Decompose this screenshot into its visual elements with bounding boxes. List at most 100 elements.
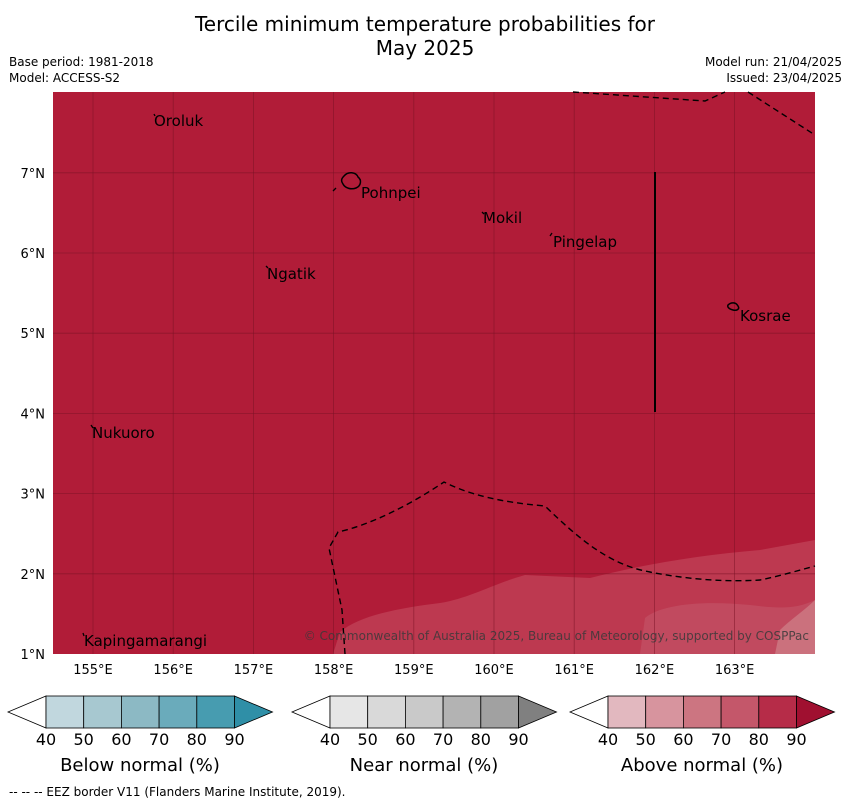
pingelap-mark: [549, 232, 553, 237]
colorbar-tick-label: 80: [748, 730, 769, 749]
latitude-label: 4°N: [21, 407, 46, 422]
colorbar-extend-high: [518, 695, 558, 729]
longitude-label: 160°E: [474, 663, 514, 678]
colorbar-segment: [442, 695, 482, 729]
latitude-label: 1°N: [21, 648, 46, 663]
issued-date: Issued: 23/04/2025: [726, 71, 842, 85]
model-name: Model: ACCESS-S2: [9, 71, 121, 85]
ngatik-mark: [265, 265, 269, 269]
colorbar-segment: [607, 695, 647, 729]
pohnpei-island-outline: [340, 172, 362, 190]
longitude-label: 157°E: [234, 663, 274, 678]
place-label-pohnpei: Pohnpei: [361, 184, 421, 202]
place-label-oroluk: Oroluk: [154, 112, 203, 130]
colorbar-label-below: Below normal (%): [60, 755, 220, 776]
colorbar-segment: [720, 695, 760, 729]
title-line-2: May 2025: [375, 36, 475, 60]
probability-zone-70: [640, 600, 815, 654]
colorbar-segment: [758, 695, 797, 729]
colorbar-tick-label: 50: [357, 730, 378, 749]
colorbar-tick-label: 40: [319, 730, 341, 749]
kapingamarangi-mark: [82, 632, 85, 637]
colorbar-segment: [83, 695, 122, 729]
colorbar-segment: [404, 695, 444, 729]
place-label-mokil: Mokil: [483, 209, 522, 227]
colorbar-extend-low: [6, 695, 47, 729]
graticule: [53, 92, 815, 654]
colorbar-extend-high: [234, 695, 274, 729]
title-line-1: Tercile minimum temperature probabilitie…: [194, 12, 656, 36]
latitude-label: 5°N: [21, 327, 46, 342]
colorbar-tick-label: 50: [73, 730, 94, 749]
colorbar-segment: [367, 695, 406, 729]
place-labels: Oroluk Pohnpei Mokil Pingelap Ngatik Kos…: [84, 112, 791, 650]
colorbar-tick-label: 70: [710, 730, 732, 749]
mokil-mark: [481, 211, 485, 215]
colorbar-near: [290, 695, 558, 729]
place-label-nukuoro: Nukuoro: [92, 424, 155, 442]
latitude-label: 6°N: [21, 247, 46, 262]
colorbar-extend-low: [568, 695, 609, 729]
eez-borders: [328, 91, 816, 655]
kosrae-island-outline: [727, 302, 740, 311]
eez-border-north: [572, 91, 726, 102]
colorbar-tick-label: 80: [186, 730, 207, 749]
base-period: Base period: 1981-2018: [9, 55, 154, 69]
longitude-label: 162°E: [635, 663, 675, 678]
colorbar-segment: [45, 695, 85, 729]
colorbars: [6, 695, 836, 729]
meta-left: Base period: 1981-2018 Model: ACCESS-S2: [9, 54, 154, 86]
eez-border-northeast: [747, 91, 816, 136]
colorbar-segment: [158, 695, 198, 729]
place-label-kapingamarangi: Kapingamarangi: [84, 632, 207, 650]
colorbar-tick-label: 90: [508, 730, 529, 749]
oroluk-mark: [153, 113, 156, 117]
colorbar-extend-low: [290, 695, 331, 729]
place-label-pingelap: Pingelap: [553, 233, 617, 251]
longitude-label: 155°E: [73, 663, 113, 678]
colorbar-tick-label: 80: [470, 730, 491, 749]
copyright-notice: © Commonwealth of Australia 2025, Bureau…: [304, 629, 809, 643]
colorbar-tick-label: 90: [224, 730, 245, 749]
colorbar-segment: [683, 695, 722, 729]
latitude-label: 3°N: [21, 488, 46, 503]
colorbar-tick-label: 40: [35, 730, 57, 749]
colorbar-segment: [329, 695, 369, 729]
longitude-label: 158°E: [314, 663, 354, 678]
ant-atoll-outline: [332, 187, 337, 192]
nukuoro-mark: [90, 424, 94, 429]
colorbar-tick-label: 70: [148, 730, 170, 749]
probability-zone-60: [775, 600, 815, 654]
colorbar-tick-label: 50: [635, 730, 656, 749]
place-label-kosrae: Kosrae: [740, 307, 791, 325]
model-run: Model run: 21/04/2025: [704, 55, 842, 69]
colorbar-segment: [645, 695, 684, 729]
longitude-label: 161°E: [554, 663, 594, 678]
eez-border-south: [328, 481, 816, 655]
colorbar-tick-label: 90: [786, 730, 807, 749]
colorbar-tick-label: 60: [395, 730, 416, 749]
colorbar-label-near: Near normal (%): [349, 755, 499, 776]
colorbar-extend-high: [796, 695, 836, 729]
colorbar-segment: [480, 695, 519, 729]
meta-right: Model run: 21/04/2025 Issued: 23/04/2025: [705, 54, 842, 86]
colorbar-below: [6, 695, 274, 729]
colorbar-label-above: Above normal (%): [620, 755, 784, 776]
longitude-label: 156°E: [153, 663, 193, 678]
colorbar-segment: [196, 695, 235, 729]
latitude-labels: 1°N 2°N 3°N 4°N 5°N 6°N 7°N: [21, 167, 46, 663]
latitude-label: 7°N: [21, 167, 46, 182]
eez-legend-footer: -- -- -- EEZ border V11 (Flanders Marine…: [9, 785, 346, 799]
colorbar-tick-label: 60: [111, 730, 132, 749]
colorbar-tick-label: 70: [432, 730, 454, 749]
colorbar-above: [568, 695, 836, 729]
place-label-ngatik: Ngatik: [267, 265, 316, 283]
latitude-label: 2°N: [21, 568, 46, 583]
longitude-label: 163°E: [715, 663, 755, 678]
colorbar-segment: [121, 695, 160, 729]
map-title: Tercile minimum temperature probabilitie…: [0, 12, 850, 60]
longitude-labels: 155°E 156°E 157°E 158°E 159°E 160°E 161°E 162°E…: [73, 663, 754, 678]
colorbar-tick-label: 60: [673, 730, 694, 749]
longitude-label: 159°E: [394, 663, 434, 678]
